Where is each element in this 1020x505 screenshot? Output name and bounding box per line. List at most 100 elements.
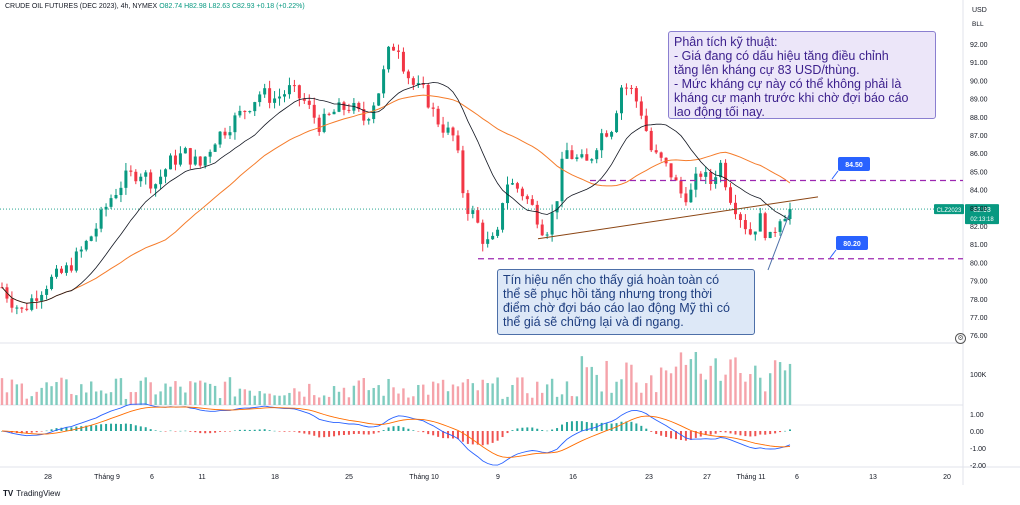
candle-body [362, 109, 366, 121]
volume-bar [119, 378, 123, 405]
macd-hist-bar [565, 422, 568, 431]
symbol-badge [934, 204, 964, 215]
macd-hist-bar [238, 429, 241, 431]
price-badge-value: 82.93 [973, 207, 991, 214]
macd-hist-bar [100, 424, 103, 431]
trend-line [537, 196, 819, 240]
macd-hist-bar [501, 431, 504, 438]
candle-body [773, 231, 777, 233]
time-tick-label: 11 [198, 474, 205, 481]
overlays: 84.50 80.20 CLZ2023 82.93 02:13:18 [0, 82, 999, 304]
macd-hist-bar [25, 431, 28, 434]
macd-line [1, 403, 791, 466]
macd-hist-bar [154, 430, 157, 431]
volume-bar [45, 382, 48, 405]
volume-bar [35, 391, 38, 405]
volume-bar [481, 379, 484, 405]
ma-slow-line [1, 94, 791, 304]
candle-body [446, 127, 450, 133]
macd-hist-bar [333, 431, 336, 437]
settings-icon[interactable]: ⚙ [955, 333, 966, 344]
macd-hist-bar [670, 431, 673, 439]
macd-hist-bar [427, 431, 430, 435]
volume-bar [441, 379, 445, 405]
candle-body [753, 231, 757, 235]
price-tick-label: 83.00 [970, 206, 988, 213]
candle-body [590, 159, 594, 161]
macd-hist-bar [209, 431, 212, 434]
volume-bar [565, 381, 569, 405]
macd-hist-bar [149, 429, 152, 431]
macd-hist-bar [159, 430, 162, 432]
candle-body [317, 117, 321, 132]
candle-body [198, 156, 202, 166]
volume-bar [407, 397, 410, 405]
level-label: 80.20 [843, 241, 861, 248]
volume-bar [114, 378, 118, 405]
candles [0, 43, 792, 315]
volume-bar [144, 377, 147, 405]
volume-bar [511, 384, 514, 405]
volume-bar [5, 392, 9, 405]
macd-pane [1, 403, 791, 466]
volume-bar [783, 370, 787, 405]
volume-bar [65, 379, 68, 405]
volume-bar [397, 393, 400, 405]
macd-hist-bar [288, 431, 291, 432]
volume-bar [228, 377, 232, 405]
macd-hist-bar [268, 430, 271, 431]
candle-body [580, 154, 584, 158]
volume-pane [0, 351, 792, 405]
candle-body [45, 288, 49, 295]
candle-body [124, 170, 128, 188]
volume-bar [382, 395, 385, 405]
time-tick-label: Tháng 11 [736, 474, 765, 481]
volume-bar [208, 383, 212, 405]
candle-body [149, 172, 153, 189]
volume-bar [714, 358, 717, 405]
volume-bar [104, 393, 108, 405]
volume-bar [476, 390, 479, 405]
macd-hist-bar [536, 428, 539, 431]
volume-bar [243, 389, 247, 405]
macd-hist-bar [382, 430, 385, 431]
macd-hist-bar [233, 430, 236, 432]
candle-body [738, 214, 742, 221]
candle-body [25, 308, 29, 310]
volume-bar [90, 381, 93, 405]
macd-hist-bar [729, 431, 732, 434]
candle-body [550, 212, 554, 235]
candle-body [258, 94, 262, 103]
macd-hist-bar [412, 430, 415, 431]
macd-hist-bar [347, 431, 350, 435]
candle-body [238, 110, 242, 116]
candle-body [624, 87, 628, 89]
macd-hist-bar [610, 423, 613, 431]
macd-hist-bar [556, 428, 559, 431]
volume-bar [461, 382, 465, 405]
candle-body [733, 202, 737, 215]
candle-body [451, 127, 455, 136]
level-label-box [838, 157, 870, 171]
price-tick-label: 84.00 [970, 188, 988, 195]
candle-body [411, 78, 415, 85]
macd-hist-bar [476, 431, 479, 445]
time-tick-label: Tháng 9 [94, 474, 120, 481]
candle-body [679, 180, 683, 194]
macd-hist-bar [402, 427, 405, 431]
macd-hist-bar [541, 430, 544, 431]
macd-hist-bar [704, 431, 707, 436]
volume-bar [521, 377, 524, 405]
macd-hist-bar [600, 422, 603, 431]
macd-hist-bar [709, 431, 712, 435]
macd-hist-bar [456, 431, 459, 440]
candle-body [129, 170, 133, 172]
candle-body [392, 46, 396, 51]
candle-body [506, 184, 510, 204]
volume-bar [15, 384, 19, 405]
macd-hist-bar [124, 423, 127, 431]
volume-bar [332, 386, 336, 405]
macd-hist-bar [432, 431, 435, 436]
volume-bar [322, 395, 326, 405]
macd-hist-bar [665, 431, 668, 437]
